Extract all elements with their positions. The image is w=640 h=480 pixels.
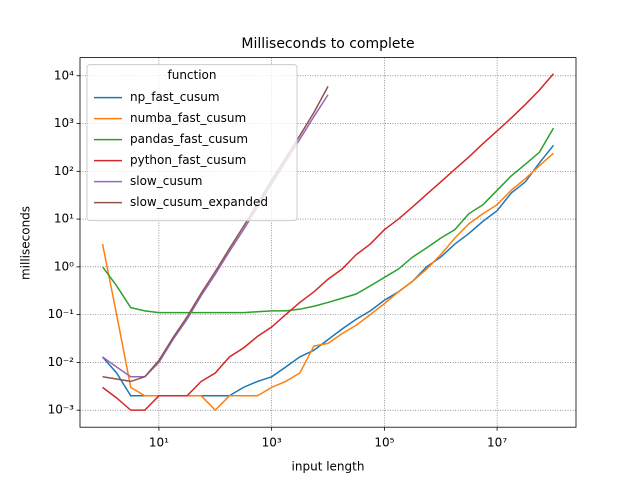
y-tick-label: 10⁻¹ [48,307,75,321]
legend-title: function [167,68,216,82]
y-tick-label: 10⁻³ [48,403,75,417]
y-tick-label: 10⁴ [54,68,74,82]
legend-label: np_fast_cusum [130,90,220,104]
legend-label: python_fast_cusum [130,153,246,167]
plot-frame [79,57,577,428]
x-tick-label: 10⁷ [487,436,507,450]
x-axis-label: input length [292,460,365,474]
y-tick-label: 10⁰ [54,259,74,273]
y-tick-label: 10³ [54,116,74,130]
chart-title: Milliseconds to complete [241,36,414,52]
legend-box [86,64,298,222]
y-tick-label: 10² [54,164,74,178]
x-tick-label: 10¹ [149,436,169,450]
legend-label: numba_fast_cusum [130,111,246,125]
line-series [102,73,555,411]
legend-label: pandas_fast_cusum [130,132,248,146]
legend-label: slow_cusum_expanded [130,195,268,209]
legend-label: slow_cusum [130,174,203,188]
y-tick-label: 10¹ [54,212,74,226]
x-tick-label: 10⁵ [374,436,394,450]
y-axis-label: milliseconds [19,206,33,280]
line-series [101,127,555,314]
x-tick-label: 10³ [262,436,282,450]
y-tick-label: 10⁻² [48,355,75,369]
